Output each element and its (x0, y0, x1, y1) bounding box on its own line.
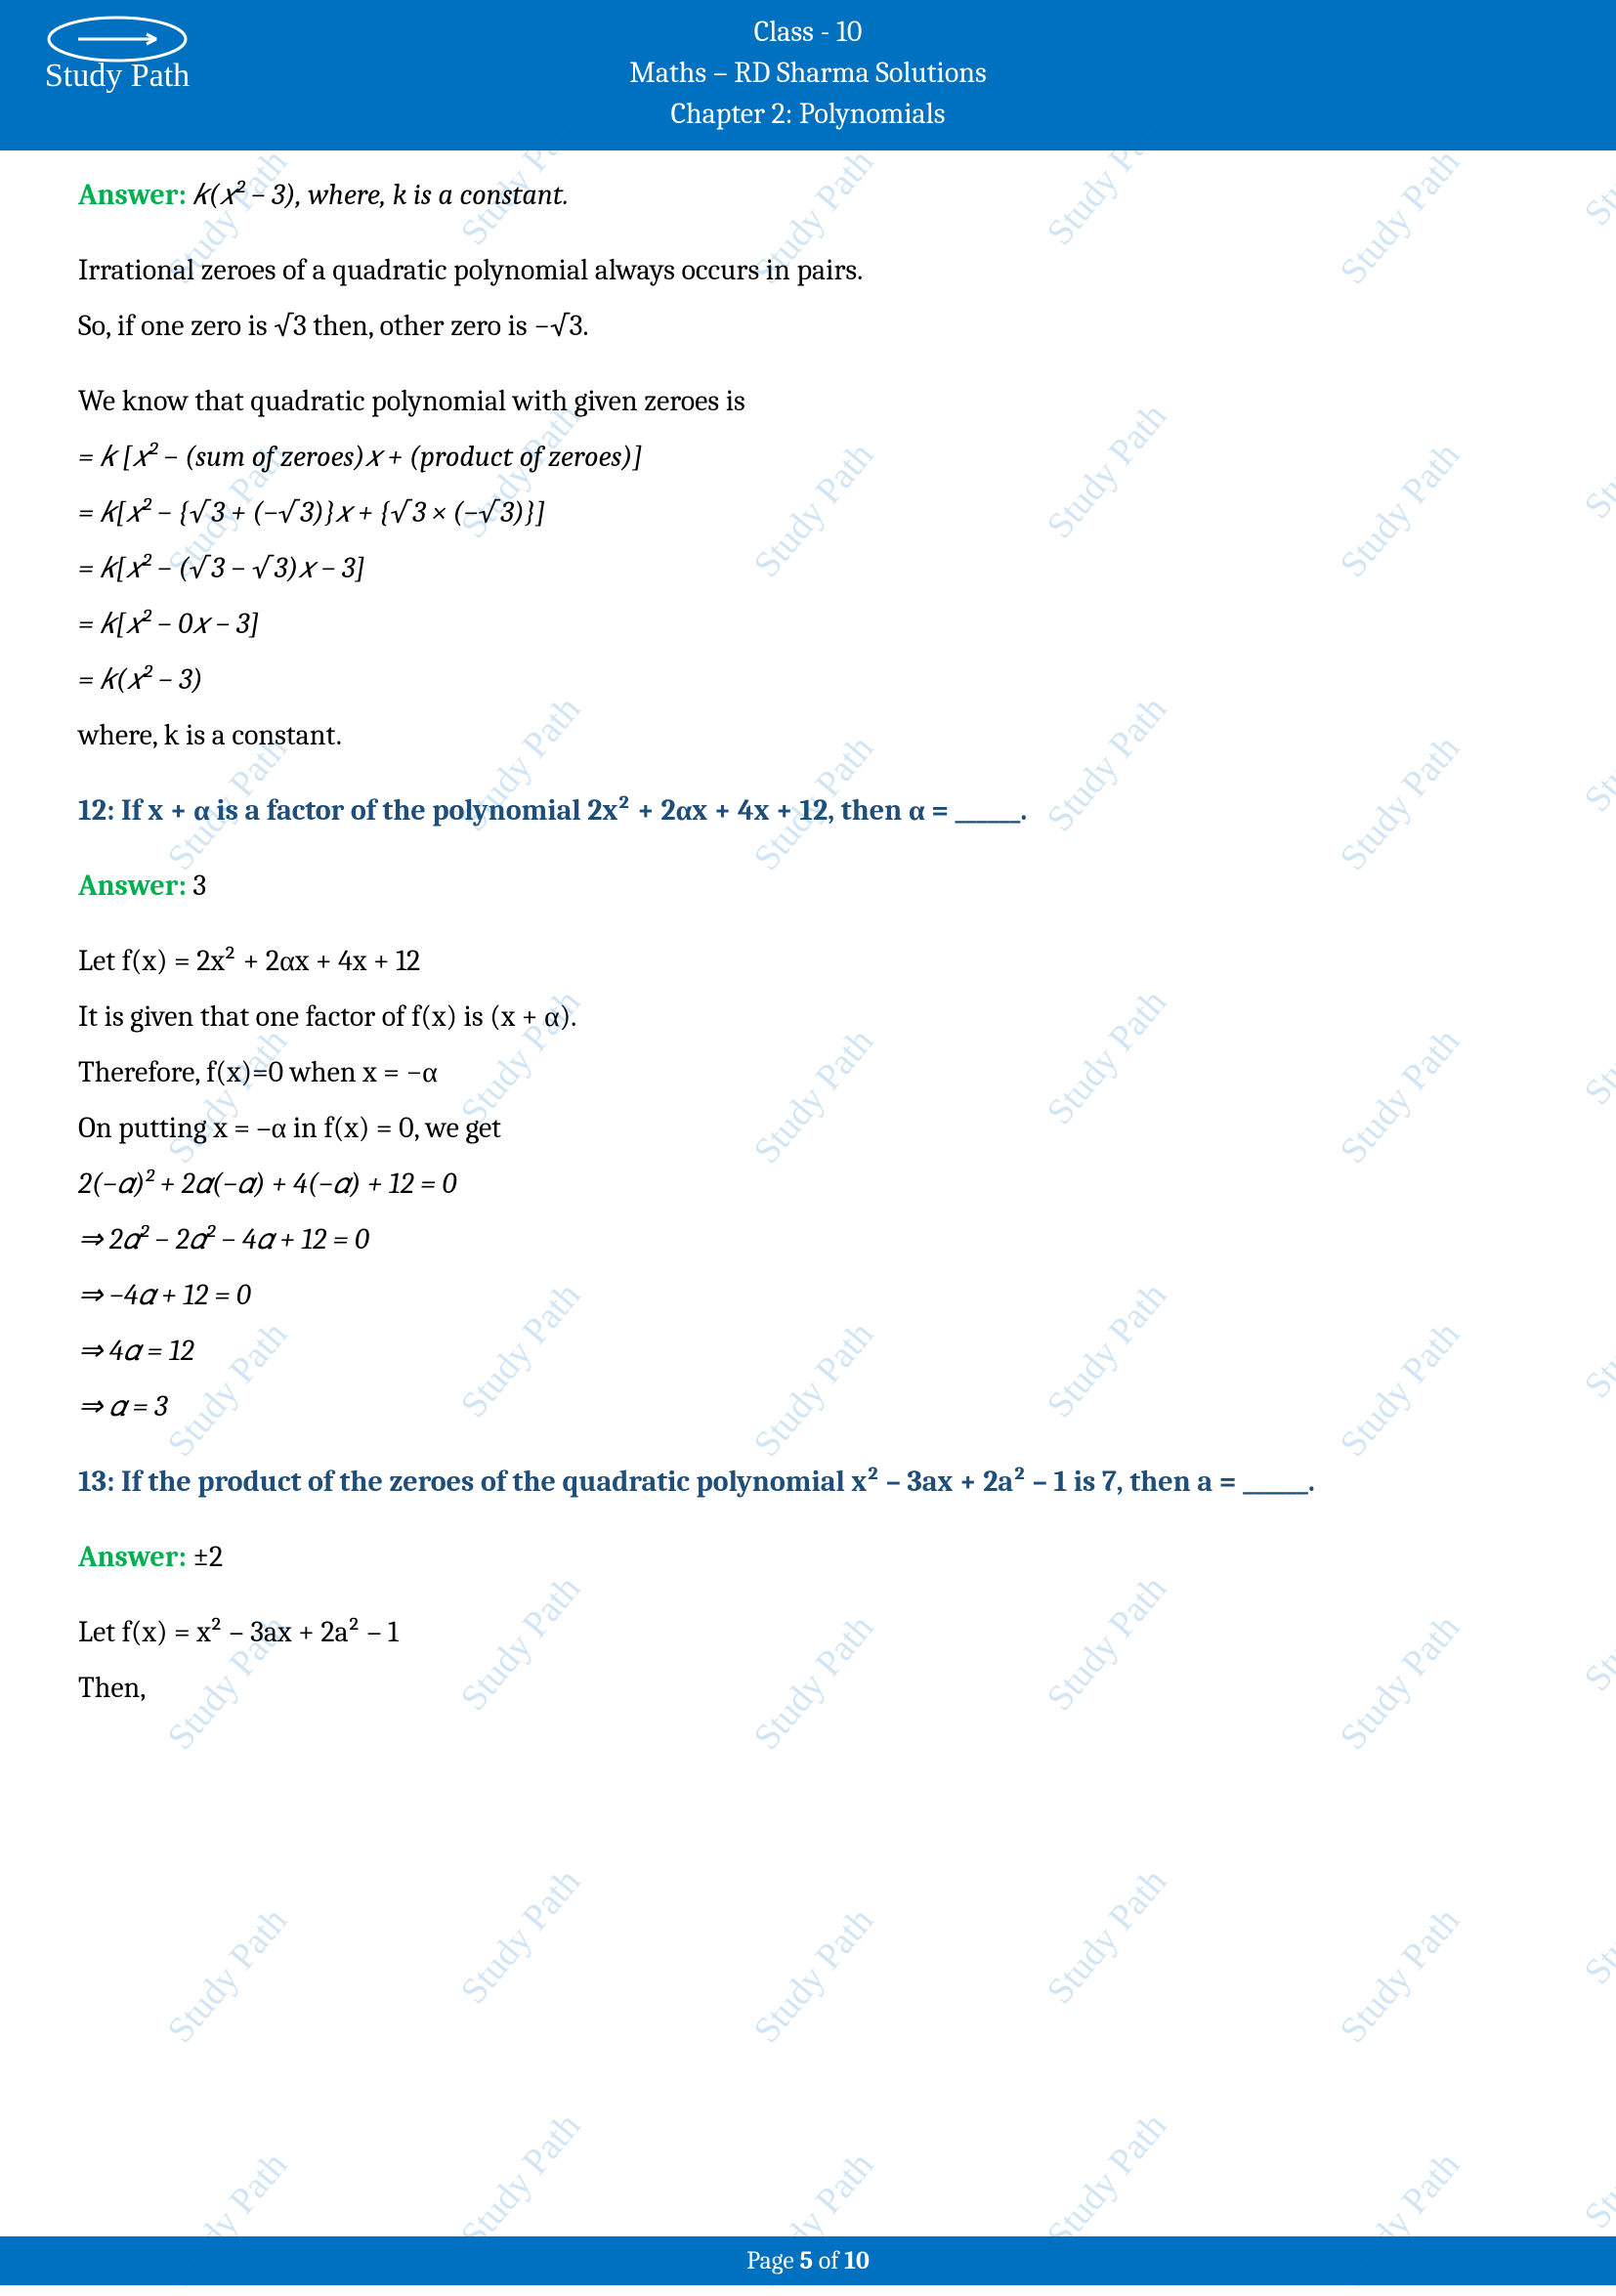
footer-prefix: Page (746, 2246, 799, 2275)
page-content: Answer: 𝑘(𝑥² − 3), where, k is a constan… (0, 150, 1616, 1758)
q12-step2: ⇒ 2𝛼² − 2𝛼² − 4𝛼 + 12 = 0 (78, 1214, 1538, 1264)
q11-line2: So, if one zero is √3 then, other zero i… (78, 301, 1538, 351)
watermark-text: Study Path (745, 1899, 882, 2051)
q12-step4: ⇒ 4𝛼 = 12 (78, 1326, 1538, 1376)
answer-label: Answer: (78, 1540, 187, 1574)
q11-step2: = 𝑘[𝑥² − {√3 + (−√3)}𝑥 + {√3 × (−√3)}] (78, 488, 1538, 537)
answer-label: Answer: (78, 869, 187, 903)
q12-step3: ⇒ −4𝛼 + 12 = 0 (78, 1270, 1538, 1320)
watermark-text: Study Path (1039, 2105, 1175, 2256)
q12-answer-row: Answer: 3 (78, 861, 1538, 911)
q11-step5: = 𝑘(𝑥² − 3) (78, 655, 1538, 704)
q12-line4: On putting x = –α in f(x) = 0, we get (78, 1103, 1538, 1153)
svg-text:Study Path: Study Path (45, 58, 190, 94)
q11-derivation: We know that quadratic polynomial with g… (78, 376, 1538, 760)
q11-step4: = 𝑘[𝑥² − 0𝑥 − 3] (78, 599, 1538, 649)
header-class: Class - 10 (0, 12, 1616, 53)
study-path-logo: Study Path (29, 10, 205, 98)
footer-middle: of (813, 2246, 844, 2275)
q11-step3: = 𝑘[𝑥² − (√3 − √3)𝑥 − 3] (78, 543, 1538, 593)
watermark-text: Study Path (1039, 1860, 1175, 2012)
header-subject: Maths – RD Sharma Solutions (0, 53, 1616, 94)
q13-answer-row: Answer: ±2 (78, 1532, 1538, 1582)
q12-solution: Let f(x) = 2x² + 2αx + 4x + 12 It is giv… (78, 936, 1538, 1431)
watermark-text: Study Path (159, 1899, 296, 2051)
q11-line4: where, k is a constant. (78, 710, 1538, 760)
answer-label: Answer: (78, 178, 187, 212)
watermark-text: Study Path (1576, 2085, 1616, 2236)
q13-question-row: 13: If the product of the zeroes of the … (78, 1457, 1538, 1507)
footer-total: 10 (844, 2246, 870, 2275)
watermark-text: Study Path (452, 1860, 589, 2012)
watermark-text: Study Path (1332, 1899, 1468, 2051)
q13-line1: Let f(x) = x² – 3ax + 2a² – 1 (78, 1607, 1538, 1657)
q12-line2: It is given that one factor of f(x) is (… (78, 992, 1538, 1042)
q13-solution: Let f(x) = x² – 3ax + 2a² – 1 Then, (78, 1607, 1538, 1713)
q12-line3: Therefore, f(x)=0 when x = −α (78, 1047, 1538, 1097)
q12-line1: Let f(x) = 2x² + 2αx + 4x + 12 (78, 936, 1538, 986)
logo-svg: Study Path (29, 10, 205, 98)
footer-current: 5 (800, 2246, 814, 2275)
q13-question: 13: If the product of the zeroes of the … (78, 1465, 1315, 1499)
page-header: Study Path Class - 10 Maths – RD Sharma … (0, 0, 1616, 150)
q11-explanation-1: Irrational zeroes of a quadratic polynom… (78, 245, 1538, 351)
q12-step1: 2(−𝛼)² + 2𝛼(−𝛼) + 4(−𝛼) + 12 = 0 (78, 1159, 1538, 1209)
watermark-text: Study Path (452, 2105, 589, 2256)
q13-answer-value: ±2 (192, 1540, 223, 1574)
q12-step5: ⇒ 𝛼 = 3 (78, 1382, 1538, 1431)
q11-line1: Irrational zeroes of a quadratic polynom… (78, 245, 1538, 295)
q12-question-row: 12: If x + α is a factor of the polynomi… (78, 786, 1538, 835)
q11-answer-expr: 𝑘(𝑥² − 3), where, k is a constant. (192, 178, 569, 212)
q11-line3: We know that quadratic polynomial with g… (78, 376, 1538, 426)
q12-answer-value: 3 (192, 869, 206, 903)
page-footer: Page 5 of 10 (0, 2236, 1616, 2285)
q13-line2: Then, (78, 1663, 1538, 1713)
watermark-text: Study Path (1576, 1841, 1616, 1992)
q11-step1: = 𝑘 [𝑥² − (sum of zeroes)𝑥 + (product of… (78, 432, 1538, 482)
q11-answer-row: Answer: 𝑘(𝑥² − 3), where, k is a constan… (78, 170, 1538, 220)
q12-question: 12: If x + α is a factor of the polynomi… (78, 793, 1027, 828)
header-chapter: Chapter 2: Polynomials (0, 94, 1616, 135)
